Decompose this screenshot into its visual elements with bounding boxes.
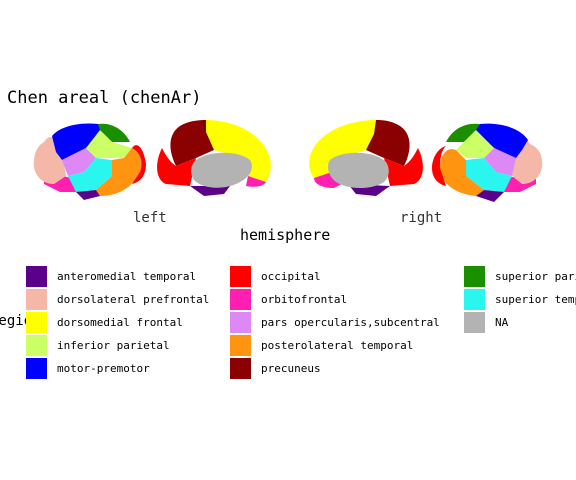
legend-label: superior parietal (495, 269, 576, 283)
region-left-lateral-anteromedial-temporal (76, 190, 100, 200)
legend-swatch (464, 265, 485, 287)
legend-swatch (26, 311, 47, 333)
legend-label: occipital (261, 269, 321, 283)
legend-label: motor-premotor (57, 361, 150, 375)
legend-item: superior temporal (464, 288, 576, 310)
region-left-medial-dorsomedial-frontal (206, 120, 271, 182)
brain-panels (33, 120, 543, 202)
region-left-lateral-superior-parietal (98, 123, 130, 142)
region-right-lateral-superior-temporal (466, 158, 512, 192)
region-left-lateral-inferior-parietal (86, 130, 132, 158)
legend-item: superior parietal (464, 265, 576, 287)
legend-item: orbitofrontal (230, 288, 347, 310)
legend-swatch (230, 265, 251, 287)
region-left-lateral-posterolateral-temporal (96, 148, 142, 196)
x-axis-title: hemisphere (240, 226, 331, 244)
region-left-lateral-motor-premotor (52, 123, 106, 160)
region-right-lateral-posterolateral-temporal (440, 149, 484, 196)
legend-label: dorsolateral prefrontal (57, 292, 210, 306)
legend-label: inferior parietal (57, 338, 170, 352)
legend-item: pars opercularis,subcentral (230, 311, 440, 333)
legend-item: inferior parietal (26, 334, 170, 356)
legend-swatch (230, 288, 251, 310)
legend-label: superior temporal (495, 292, 576, 306)
legend-swatch (230, 311, 251, 333)
legend-swatch (26, 265, 47, 287)
legend-item: dorsomedial frontal (26, 311, 183, 333)
legend-label: precuneus (261, 361, 321, 375)
region-left-lateral-pars-opercularis (62, 148, 96, 176)
legend-item: motor-premotor (26, 357, 150, 379)
region-left-lateral-occipital (132, 145, 146, 184)
legend-label: orbitofrontal (261, 292, 348, 306)
legend-item: precuneus (230, 357, 321, 379)
legend-item: occipital (230, 265, 321, 287)
legend-swatch (26, 288, 47, 310)
region-right-lateral-anteromedial-temporal (476, 190, 504, 202)
legend-label: NA (495, 315, 509, 329)
region-right-lateral-motor-premotor (474, 123, 528, 158)
legend-item: NA (464, 311, 508, 333)
region-right-medial-na (328, 152, 389, 188)
legend-swatch (464, 311, 485, 333)
region-right-lateral-superior-parietal (446, 123, 480, 142)
legend-swatch (464, 288, 485, 310)
x-tick-right: right (400, 210, 443, 226)
region-right-medial-orbitofrontal (314, 172, 346, 188)
left-medial-view (157, 120, 271, 196)
region-left-lateral-superior-temporal (68, 158, 112, 192)
region-right-lateral-occipital (432, 146, 446, 186)
legend-swatch (26, 357, 47, 379)
legend-item: dorsolateral prefrontal (26, 288, 209, 310)
region-left-medial-precuneus (170, 120, 214, 166)
figure-title: Chen areal (chenAr) (7, 88, 202, 108)
legend-swatch (230, 357, 251, 379)
legend-swatch (230, 334, 251, 356)
legend-item: anteromedial temporal (26, 265, 196, 287)
region-right-lateral-pars-opercularis (484, 148, 516, 176)
region-left-medial-anteromedial-temporal (190, 186, 230, 196)
region-right-medial-dorsomedial-frontal (309, 120, 376, 178)
legend-item: posterolateral temporal (230, 334, 413, 356)
right-lateral-view (432, 123, 543, 202)
legend-swatch (26, 334, 47, 356)
x-tick-left: left (133, 210, 167, 226)
region-left-medial-na (191, 152, 252, 188)
legend-label: dorsomedial frontal (57, 315, 183, 329)
legend-label: posterolateral temporal (261, 338, 414, 352)
region-left-medial-orbitofrontal (246, 176, 266, 187)
region-right-medial-occipital (384, 148, 423, 186)
region-right-medial-precuneus (366, 120, 410, 166)
legend-label: pars opercularis,subcentral (261, 315, 440, 329)
region-right-lateral-inferior-parietal (456, 130, 494, 158)
left-lateral-view (33, 123, 146, 200)
legend-label: anteromedial temporal (57, 269, 197, 283)
right-medial-view (309, 120, 423, 196)
region-left-medial-occipital (157, 148, 196, 186)
